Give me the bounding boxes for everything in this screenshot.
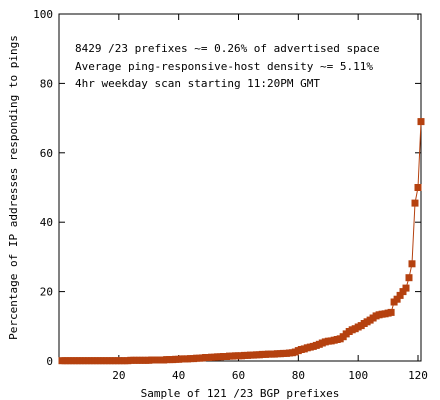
x-tick-label: 100: [348, 369, 368, 382]
y-axis-label: Percentage of IP addresses responding to…: [7, 35, 20, 340]
series-group: [58, 118, 425, 365]
annotation-scan-time: 4hr weekday scan starting 11:20PM GMT: [75, 77, 320, 90]
y-tick-label: 100: [33, 8, 53, 21]
data-point: [387, 308, 395, 316]
data-point: [396, 291, 404, 299]
y-tick-label: 40: [40, 216, 53, 229]
data-point: [408, 260, 416, 268]
data-point: [405, 274, 413, 282]
y-tick-label: 0: [46, 355, 53, 368]
x-axis-label: Sample of 121 /23 BGP prefixes: [141, 387, 340, 400]
y-tick-label: 60: [40, 147, 53, 160]
annotation-density: Average ping-responsive-host density ~= …: [75, 60, 373, 73]
x-tick-label: 40: [172, 369, 185, 382]
data-point: [417, 118, 425, 126]
data-point: [393, 295, 401, 303]
y-tick-label: 20: [40, 286, 53, 299]
x-tick-label: 60: [232, 369, 245, 382]
tick-group: 0 20 40 60 80 100 20 40 60 80 100 120: [33, 8, 428, 382]
data-point: [414, 184, 422, 191]
data-point: [402, 284, 410, 292]
data-point: [411, 199, 419, 207]
x-tick-label: 80: [292, 369, 305, 382]
y-tick-label: 80: [40, 77, 53, 90]
annotation-prefix-count: 8429 /23 prefixes ~= 0.26% of advertised…: [75, 42, 380, 55]
x-tick-label: 20: [112, 369, 125, 382]
x-tick-label: 120: [408, 369, 428, 382]
